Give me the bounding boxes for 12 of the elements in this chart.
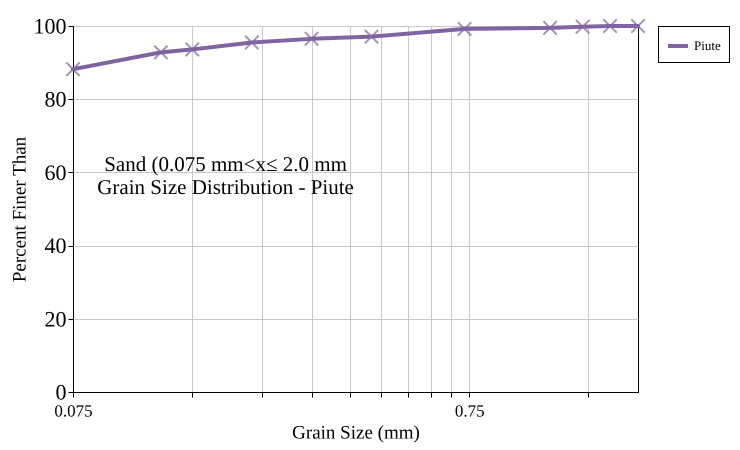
y-tick-label: 60 [44,160,66,185]
y-tick-label: 20 [44,306,66,332]
annotation: Sand (0.075 mm<x≤ 2.0 mm Grain Size Distribution - Piute [97,152,354,200]
y-tick-label: 0 [56,380,66,404]
y-tick-label: 40 [44,233,66,258]
y-tick-label: 100 [34,14,66,38]
x-axis-title: Grain Size (mm) [292,422,420,444]
x-tick-label: 0.75 [454,402,485,420]
x-tick-label: 0.075 [54,402,93,420]
y-axis-title: Percent Finer Than [10,136,30,282]
legend-label: Piute [694,38,721,53]
y-tick-label: 80 [44,86,66,112]
